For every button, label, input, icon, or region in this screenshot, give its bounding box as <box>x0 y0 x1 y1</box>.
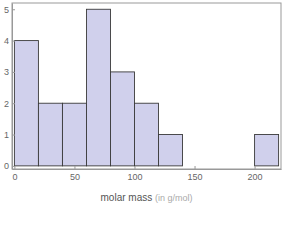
histogram-bar <box>14 41 38 166</box>
tick-mark <box>12 135 15 136</box>
tick: 100 <box>127 166 142 182</box>
tick-mark <box>255 166 256 169</box>
tick-label: 150 <box>188 172 203 182</box>
tick: 50 <box>70 166 80 182</box>
x-axis: 0 50 100 150 200 <box>12 166 281 182</box>
tick-mark <box>195 166 196 169</box>
tick-mark <box>74 166 75 169</box>
histogram-bar <box>38 103 62 166</box>
tick: 150 <box>188 166 203 182</box>
chart: 0 50 100 150 200 0 1 2 3 4 5 molar mass (in g/mol) <box>0 0 286 225</box>
y-axis: 0 1 2 3 4 5 <box>4 4 15 172</box>
tick-label: 2 <box>4 99 9 109</box>
tick-label: 0 <box>12 172 17 182</box>
tick-label: 1 <box>4 130 9 140</box>
tick: 2 <box>4 99 15 109</box>
histogram-bar <box>86 9 110 166</box>
histogram-bar <box>110 72 134 166</box>
plot: 0 50 100 150 200 0 1 2 3 4 5 <box>4 3 282 182</box>
tick: 3 <box>4 67 15 77</box>
histogram-bar <box>255 135 279 166</box>
tick-label: 100 <box>127 172 142 182</box>
tick: 1 <box>4 130 15 140</box>
tick: 4 <box>4 36 15 46</box>
tick-mark <box>12 166 15 167</box>
tick-label: 4 <box>4 36 9 46</box>
tick-label: 5 <box>4 5 9 15</box>
tick: 0 <box>12 166 17 182</box>
tick-mark <box>12 103 15 104</box>
histogram-bar <box>134 103 158 166</box>
tick-mark <box>12 9 15 10</box>
x-axis-title: molar mass (in g/mol) <box>101 192 193 203</box>
tick-label: 0 <box>4 161 9 171</box>
histogram-bar <box>183 165 207 166</box>
tick-label: 200 <box>248 172 263 182</box>
axis-line <box>12 4 13 170</box>
histogram-bar <box>159 135 183 166</box>
axis-line <box>13 169 282 170</box>
tick: 5 <box>4 5 15 15</box>
tick-mark <box>12 41 15 42</box>
tick: 200 <box>248 166 263 182</box>
tick-label: 3 <box>4 67 9 77</box>
frame <box>12 3 281 169</box>
bars <box>14 9 278 166</box>
histogram-bar <box>62 103 86 166</box>
tick-mark <box>134 166 135 169</box>
tick-mark <box>12 72 15 73</box>
histogram-bar <box>231 165 255 166</box>
histogram-bar <box>207 165 231 166</box>
tick-label: 50 <box>70 172 80 182</box>
tick: 0 <box>4 161 15 171</box>
